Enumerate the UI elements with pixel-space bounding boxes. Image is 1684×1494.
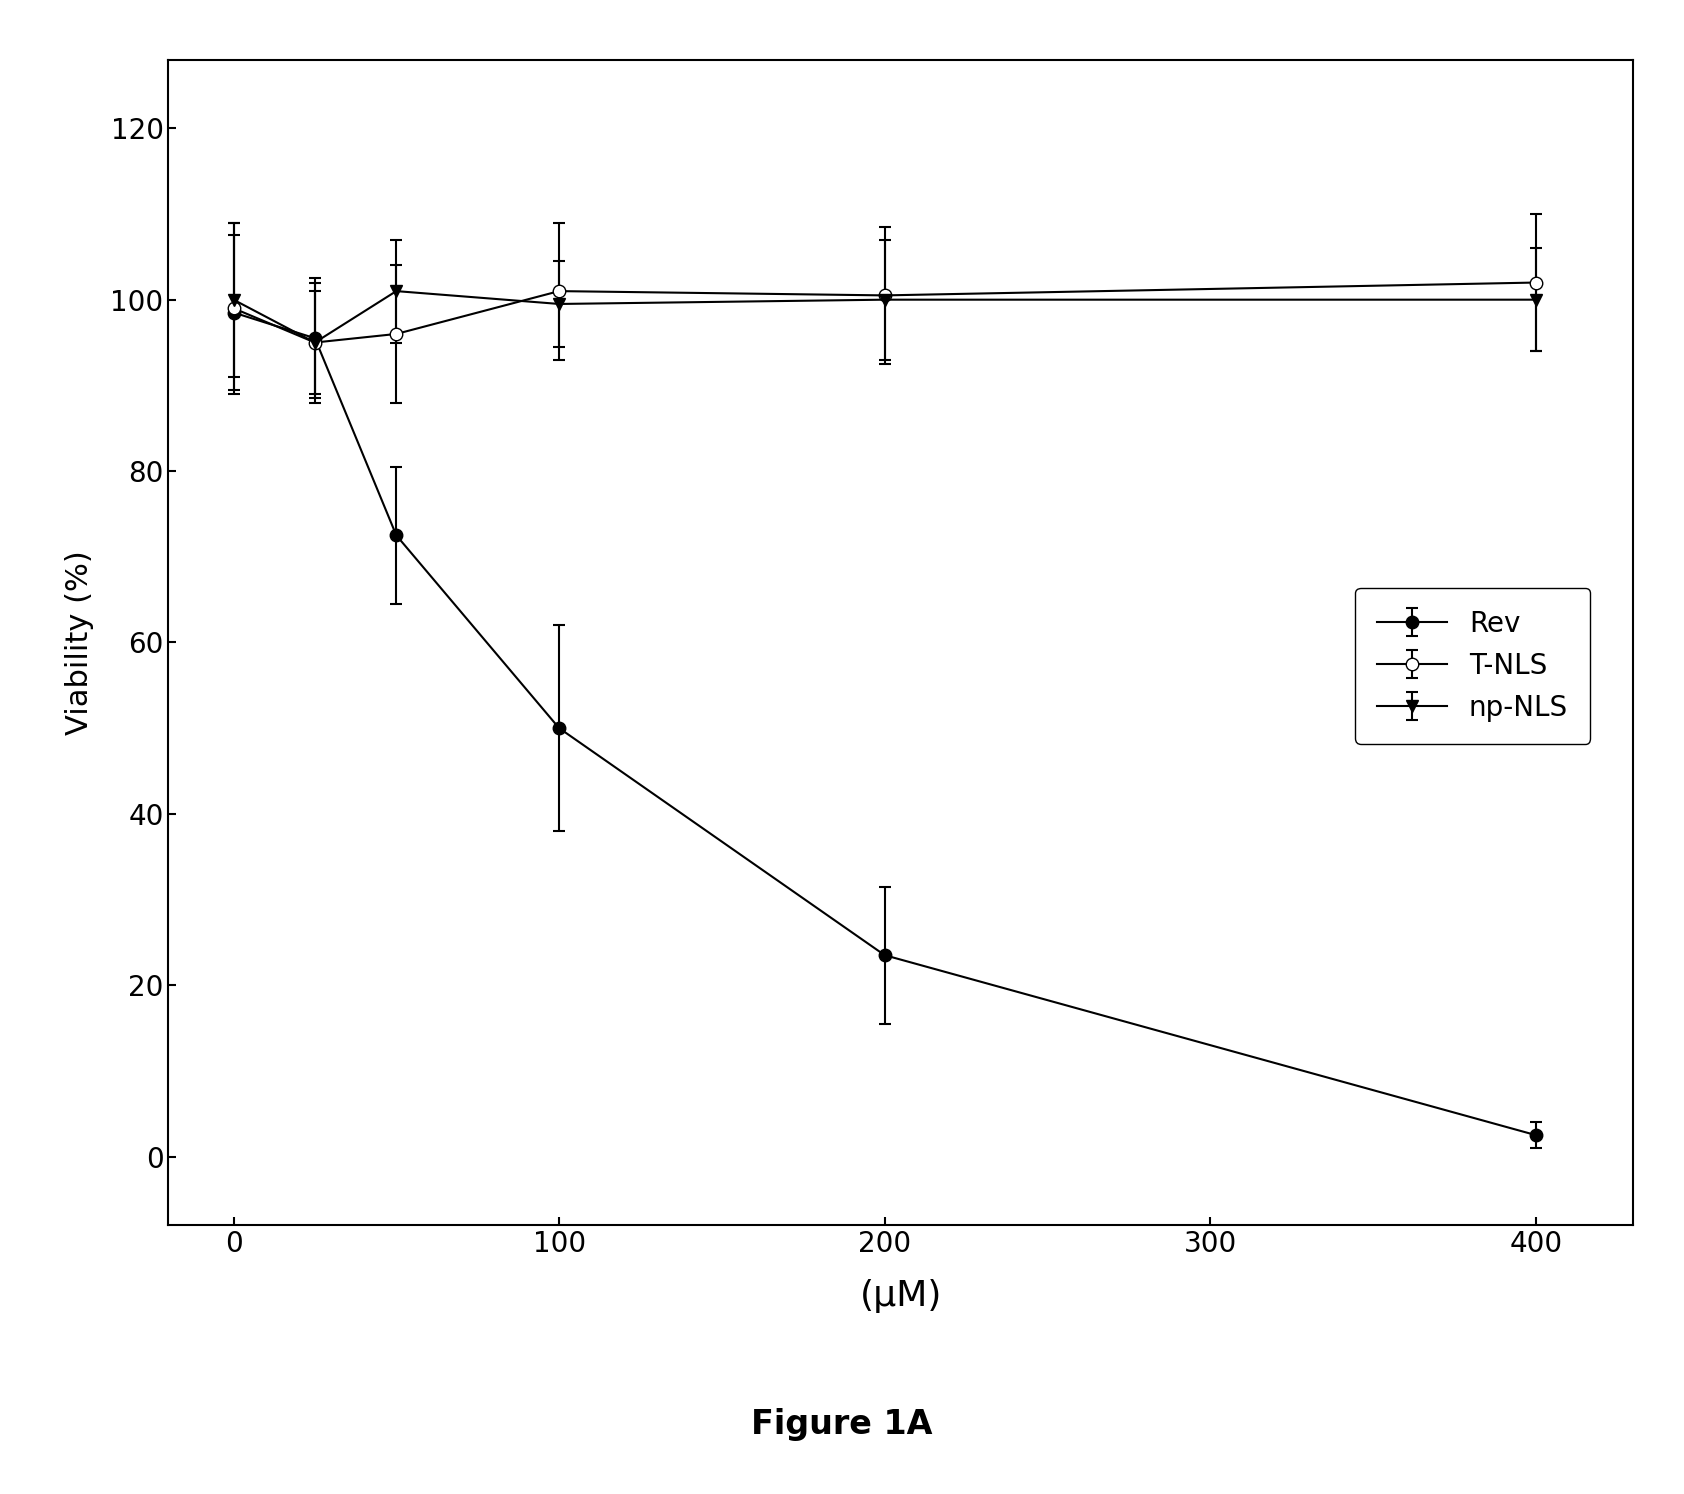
Y-axis label: Viability (%): Viability (%) xyxy=(64,550,94,735)
Legend: Rev, T-NLS, np-NLS: Rev, T-NLS, np-NLS xyxy=(1356,587,1590,744)
Text: Figure 1A: Figure 1A xyxy=(751,1409,933,1442)
X-axis label: (μM): (μM) xyxy=(861,1279,941,1313)
